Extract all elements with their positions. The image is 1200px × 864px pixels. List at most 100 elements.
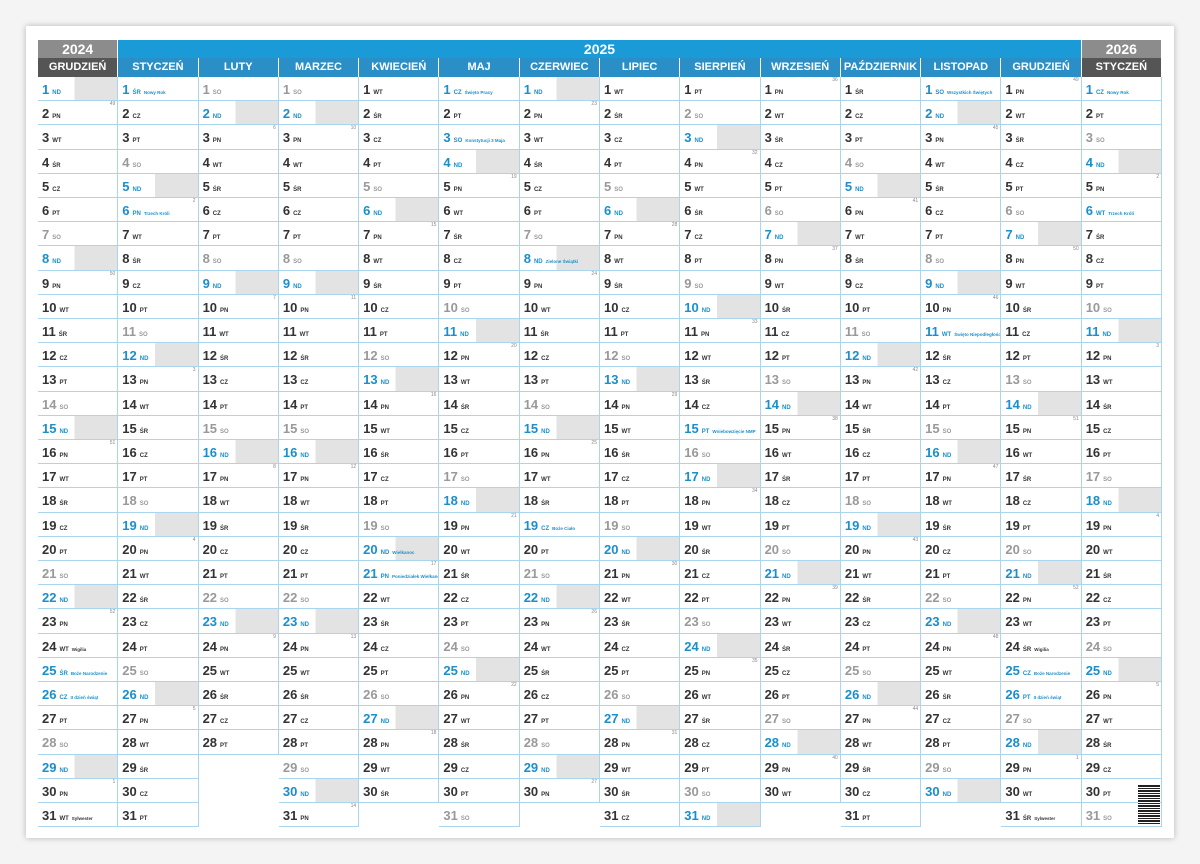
day: 8 PT <box>684 251 702 266</box>
day-cell: 24 WT <box>519 633 600 658</box>
day-cell: 29 ŚR <box>118 754 199 779</box>
day: 7 PT <box>925 227 943 242</box>
weekday: ŚR <box>855 259 864 266</box>
weekday: SO <box>701 622 711 629</box>
day: 2 WT <box>1005 106 1025 121</box>
day: 18 ND <box>443 493 469 508</box>
weekday: CZ <box>132 283 141 290</box>
day: 17 CZ <box>604 469 629 484</box>
weekday: WT <box>460 549 471 556</box>
day: 14 PT <box>925 397 950 412</box>
day-number: 30 <box>523 783 539 799</box>
weekday: ND <box>1022 574 1032 580</box>
day-number: 11 <box>604 324 618 339</box>
weekday: CZ <box>701 574 710 580</box>
weekday: PT <box>1095 283 1104 290</box>
week-number: 4 <box>192 536 196 543</box>
day: 3 WT <box>42 130 62 145</box>
day: 20 PN <box>122 542 148 557</box>
day-number: 16 <box>925 445 940 460</box>
day-number: 4 <box>684 154 692 170</box>
day-number: 4 <box>443 154 451 170</box>
day-number: 16 <box>684 445 699 460</box>
day-cell: 8 ŚR <box>118 246 199 271</box>
day-number: 14 <box>282 396 298 412</box>
day-cell: 22 CZ <box>439 585 520 610</box>
day-cell: 23 CZ <box>118 609 199 634</box>
day: 6 CZ <box>203 203 221 218</box>
week-number: 36 <box>832 77 838 83</box>
day: 30 CZ <box>845 784 870 799</box>
weekday: SO <box>1103 816 1112 822</box>
day: 27 SO <box>765 711 791 726</box>
day: 26 PT <box>765 687 790 702</box>
day: 25 ŚR Boże Narodzenie <box>42 663 107 678</box>
weekday: WT <box>621 428 631 435</box>
day: 6 ŚR <box>684 203 703 218</box>
day-cell: 18 ND <box>439 488 520 513</box>
day-number: 6 <box>844 203 853 218</box>
day-cell: 30 ŚR <box>600 778 681 803</box>
day-number: 17 <box>925 469 940 485</box>
day: 19 ŚR <box>283 518 309 533</box>
day-number: 12 <box>282 348 298 364</box>
day-number: 20 <box>1005 541 1020 557</box>
weekday: SO <box>694 114 704 121</box>
weekday: PT <box>1022 356 1031 363</box>
weekday: WT <box>460 719 471 726</box>
day-number: 3 <box>282 130 291 146</box>
weekday: PN <box>52 114 61 121</box>
weekday: PN <box>460 525 470 532</box>
day: 31 ŚR Sylwester <box>1005 808 1055 823</box>
weekday: CZ <box>862 622 871 629</box>
day-cell: 2 WT <box>760 101 841 126</box>
day: 7 CZ <box>684 227 702 242</box>
day-number: 18 <box>764 493 780 509</box>
weekday: ŚR <box>1015 138 1024 145</box>
day-cell: 11 WT <box>278 319 360 344</box>
day-cell: 28 CZ <box>680 730 761 755</box>
day-cell: 26 SO <box>600 682 681 707</box>
day-cell: 20 ND Wielkanoc <box>359 536 440 561</box>
holiday: Trzech Króli <box>143 211 170 216</box>
day-cell: 3 PT <box>118 125 199 150</box>
day-number: 25 <box>925 662 940 678</box>
weekday: CZ <box>782 501 791 508</box>
day: 9 CZ <box>122 276 140 291</box>
weekday: SO <box>460 477 470 484</box>
day-number: 2 <box>925 106 933 122</box>
day: 8 PN <box>765 251 784 266</box>
weekday: CZ <box>293 211 302 217</box>
day-cell: 21 CZ <box>680 561 761 586</box>
day-number: 24 <box>1005 638 1020 654</box>
day: 21 WT <box>122 566 149 581</box>
day-cell: 21 ND <box>760 561 841 586</box>
weekday: CZ <box>701 743 710 750</box>
day-cell: 23 ŚR <box>600 609 681 634</box>
day: 5 ŚR <box>203 179 222 194</box>
day-cell: 29 PN 40 <box>760 754 841 779</box>
day-cell: 28 PT <box>278 730 360 755</box>
day-number: 19 <box>202 517 218 533</box>
day-cell: 30 PN 27 <box>519 778 600 803</box>
day-cell: 4 ND <box>439 149 520 174</box>
day-cell: 2 ŚR <box>600 101 681 126</box>
day-number: 14 <box>363 396 378 412</box>
day-cell: 13 PT <box>519 367 600 392</box>
weekday: PT <box>782 695 790 701</box>
day-cell: 30 ŚR <box>359 778 440 803</box>
day: 4 WT <box>283 155 303 170</box>
day: 1 CZ Święto Pracy <box>443 82 492 97</box>
weekday: SO <box>300 767 309 774</box>
weekday: ŚR <box>300 356 309 363</box>
day: 31 PT <box>122 808 147 823</box>
day-cell: 7 PN 15 <box>359 222 440 247</box>
weekday: CZ <box>380 477 389 484</box>
weekday: SO <box>300 598 309 605</box>
day: 2 PT <box>443 106 461 121</box>
weekday: ŚR <box>862 598 871 605</box>
week-number: 10 <box>350 125 357 132</box>
day-number: 19 <box>1085 517 1101 533</box>
weekday: WT <box>59 477 69 484</box>
weekday: ND <box>373 211 383 217</box>
